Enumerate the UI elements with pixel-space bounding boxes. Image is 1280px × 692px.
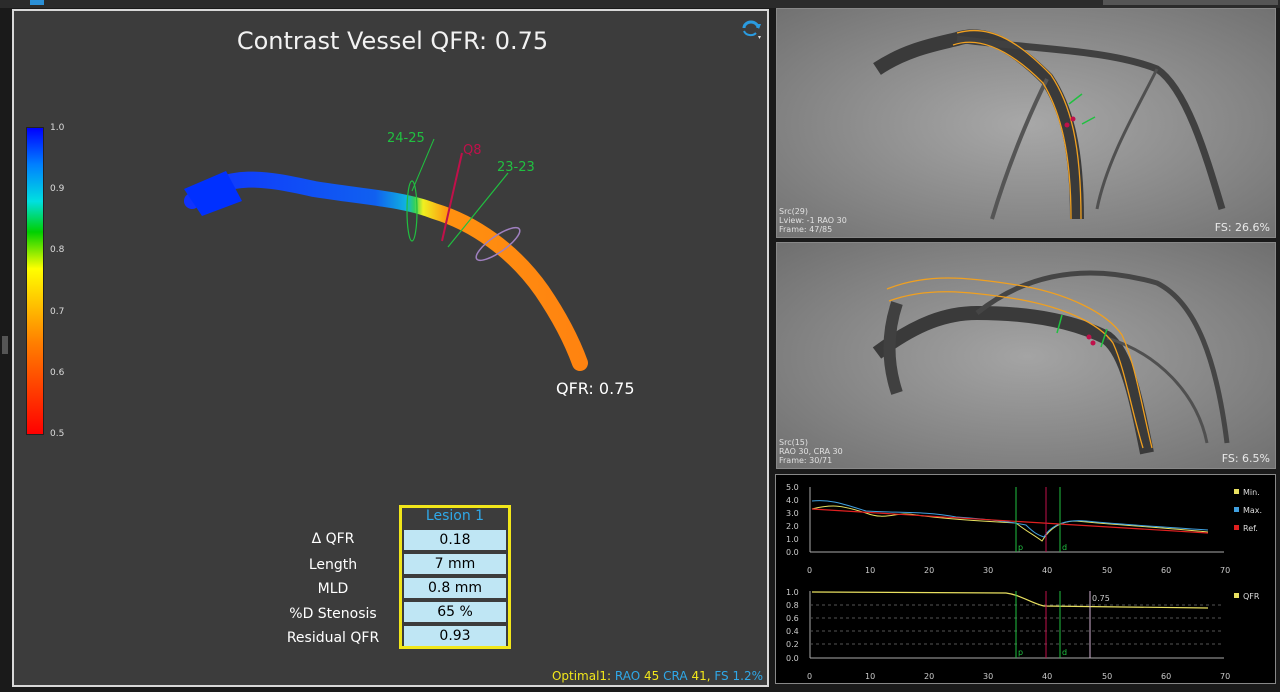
view-title: Contrast Vessel QFR: 0.75 <box>236 27 549 55</box>
active-tab-indicator[interactable] <box>30 0 44 5</box>
legend-ref: Ref. <box>1243 524 1258 533</box>
qfr-x-tick: 60 <box>1161 672 1171 681</box>
colorbar-tick: 0.6 <box>50 368 65 378</box>
qfr-curve <box>811 591 1209 609</box>
diam-x-tick: 10 <box>865 566 875 575</box>
qfr-colorbar <box>26 127 44 435</box>
distal-marker <box>447 172 509 248</box>
diam-x-tick: 40 <box>1042 566 1052 575</box>
lesion-table[interactable]: Lesion 1 0.18 7 mm 0.8 mm 65 % 0.93 <box>399 505 511 649</box>
colorbar-tick: 0.9 <box>50 184 65 194</box>
diam-x-tick: 20 <box>924 566 934 575</box>
diam-x-tick: 50 <box>1102 566 1112 575</box>
diam-x-tick: 0 <box>807 566 812 575</box>
angiogram-image-1 <box>777 9 1275 237</box>
angiogram-2-fs: FS: 6.5% <box>1221 452 1270 465</box>
delta-qfr-label: Δ QFR <box>311 531 355 547</box>
qfr-p-label: p <box>1018 648 1023 657</box>
qfr-x-tick: 0 <box>807 672 812 681</box>
colorbar-tick: 1.0 <box>50 123 65 133</box>
stenosis-marker-label: Q8 <box>463 143 482 158</box>
angiogram-image-2 <box>777 243 1275 468</box>
residual-qfr-label: Residual QFR <box>286 630 380 646</box>
diam-y-tick: 0.0 <box>786 548 799 557</box>
stenosis-marker <box>441 152 463 242</box>
length-value: 7 mm <box>404 554 506 574</box>
length-label: Length <box>308 557 358 573</box>
ref-diameter-line <box>811 508 1209 534</box>
qfr-x-tick: 20 <box>924 672 934 681</box>
qfr-value-marker: 0.75 <box>1092 594 1110 603</box>
qfr-x-tick: 40 <box>1042 672 1052 681</box>
qfr-y-tick: 0.6 <box>786 614 799 623</box>
diam-y-tick: 3.0 <box>786 509 799 518</box>
angiogram-view-1[interactable]: Src(29) Lview: -1 RAO 30 Frame: 47/85 FS: … <box>776 8 1276 238</box>
reference-marker <box>475 226 521 262</box>
mld-value: 0.8 mm <box>404 578 506 598</box>
colorbar-tick: 0.8 <box>50 245 65 255</box>
svg-text:▾: ▾ <box>758 34 761 40</box>
angiogram-view-2[interactable]: Src(15) RAO 30, CRA 30 Frame: 30/71 FS: 6.… <box>776 242 1276 469</box>
qfr-y-tick: 1.0 <box>786 588 799 597</box>
proximal-marker <box>406 180 418 242</box>
legend-min: Min. <box>1243 488 1260 497</box>
qfr-y-tick: 0.4 <box>786 627 799 636</box>
angiogram-2-info: Src(15) RAO 30, CRA 30 Frame: 30/71 <box>779 438 843 465</box>
stenosis-label: %D Stenosis <box>289 606 377 622</box>
diam-x-tick: 70 <box>1220 566 1230 575</box>
angiogram-1-info: Src(29) Lview: -1 RAO 30 Frame: 47/85 <box>779 207 847 234</box>
delta-qfr-value: 0.18 <box>404 530 506 550</box>
rotate-icon[interactable]: ▾ <box>739 16 763 40</box>
angiogram-1-fs: FS: 26.6% <box>1214 221 1270 234</box>
graph-panel[interactable]: 5.0 4.0 3.0 2.0 1.0 0.0 0 10 20 30 40 50… <box>775 474 1276 684</box>
optimal-view-status: Optimal1: RAO 45 CRA 41, FS 1.2% <box>551 669 763 683</box>
diam-y-tick: 5.0 <box>786 483 799 492</box>
qfr-y-tick: 0.8 <box>786 601 799 610</box>
colorbar-tick: 0.7 <box>50 307 65 317</box>
diam-x-tick: 60 <box>1161 566 1171 575</box>
qfr-d-label: d <box>1062 648 1067 657</box>
diam-y-tick: 1.0 <box>786 535 799 544</box>
proximal-marker-label: 24-25 <box>387 131 425 146</box>
diam-y-tick: 4.0 <box>786 496 799 505</box>
qfr-x-tick: 10 <box>865 672 875 681</box>
qfr-x-tick: 30 <box>983 672 993 681</box>
vessel-model[interactable]: 24-25 Q8 23-23 QFR: 0.75 <box>14 11 771 689</box>
diam-d-label: d <box>1062 543 1067 552</box>
qfr-graph: 1.0 0.8 0.6 0.4 0.2 0.0 0 10 20 30 40 50… <box>786 588 1260 681</box>
qfr-y-tick: 0.0 <box>786 654 799 663</box>
legend-max: Max. <box>1243 506 1262 515</box>
vessel-proximal-end <box>184 171 242 216</box>
diam-p-label: p <box>1018 543 1023 552</box>
qfr-value-label: QFR: 0.75 <box>556 379 635 398</box>
max-diameter-line <box>811 500 1209 538</box>
distal-marker-label: 23-23 <box>497 160 535 175</box>
lesion-header[interactable]: Lesion 1 <box>425 508 485 524</box>
mld-label: MLD <box>317 581 349 597</box>
qfr-x-tick: 70 <box>1220 672 1230 681</box>
diam-x-tick: 30 <box>983 566 993 575</box>
legend-qfr: QFR <box>1243 592 1260 601</box>
diam-y-tick: 2.0 <box>786 522 799 531</box>
vessel-body <box>184 171 588 371</box>
vessel-3d-view[interactable]: Contrast Vessel QFR: 0.75 ▾ 1.0 0.9 0.8 … <box>12 9 769 687</box>
top-strip <box>0 0 1280 8</box>
qfr-y-tick: 0.2 <box>786 640 799 649</box>
colorbar-tick: 0.5 <box>50 429 65 439</box>
qfr-x-tick: 50 <box>1102 672 1112 681</box>
diameter-graph: 5.0 4.0 3.0 2.0 1.0 0.0 0 10 20 30 40 50… <box>786 483 1262 575</box>
graphs-svg: 5.0 4.0 3.0 2.0 1.0 0.0 0 10 20 30 40 50… <box>786 483 1262 681</box>
residual-qfr-value: 0.93 <box>404 626 506 646</box>
window-controls-strip <box>1103 0 1278 5</box>
stenosis-value: 65 % <box>404 602 506 622</box>
panel-resize-handle[interactable] <box>2 336 8 354</box>
